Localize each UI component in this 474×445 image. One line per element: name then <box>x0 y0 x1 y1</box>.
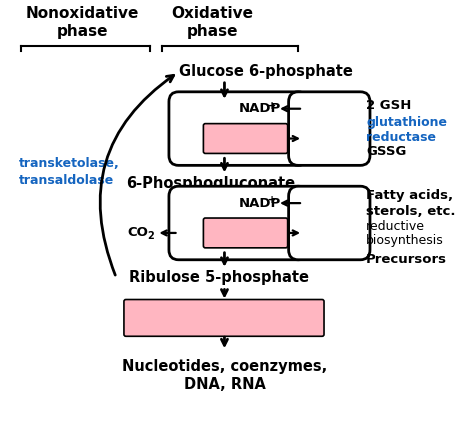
Text: reductase: reductase <box>366 131 436 144</box>
Text: GSSG: GSSG <box>366 145 407 158</box>
Text: DNA, RNA: DNA, RNA <box>183 377 265 392</box>
Text: Nucleotides, coenzymes,: Nucleotides, coenzymes, <box>122 359 327 374</box>
Text: Nonoxidative
phase: Nonoxidative phase <box>26 6 139 39</box>
Text: transketolase,: transketolase, <box>18 157 119 170</box>
Text: Oxidative
phase: Oxidative phase <box>171 6 253 39</box>
Text: 2 GSH: 2 GSH <box>366 99 411 112</box>
FancyBboxPatch shape <box>169 92 308 166</box>
FancyBboxPatch shape <box>124 299 324 336</box>
FancyBboxPatch shape <box>203 218 288 248</box>
Text: 6-Phosphogluconate: 6-Phosphogluconate <box>126 176 295 191</box>
FancyBboxPatch shape <box>203 124 288 154</box>
Text: transaldolase: transaldolase <box>18 174 114 187</box>
Text: Precursors: Precursors <box>366 253 447 266</box>
Text: NADP: NADP <box>239 197 281 210</box>
Text: glutathione: glutathione <box>366 116 447 129</box>
Text: 2: 2 <box>147 231 154 241</box>
FancyBboxPatch shape <box>169 186 308 260</box>
Text: +: + <box>268 101 277 111</box>
Text: NADP: NADP <box>239 102 281 115</box>
Text: CO: CO <box>128 227 149 239</box>
Text: biosynthesis: biosynthesis <box>366 235 444 247</box>
Text: reductive: reductive <box>366 220 425 234</box>
Text: NADPH: NADPH <box>218 226 273 240</box>
Text: Ribose 5-phosphate: Ribose 5-phosphate <box>139 310 310 325</box>
Text: +: + <box>268 195 277 205</box>
Text: NADPH: NADPH <box>218 132 273 146</box>
FancyBboxPatch shape <box>289 92 370 166</box>
Text: sterols, etc.: sterols, etc. <box>366 205 456 218</box>
Text: Fatty acids,: Fatty acids, <box>366 189 453 202</box>
Text: Ribulose 5-phosphate: Ribulose 5-phosphate <box>129 270 309 285</box>
Text: Glucose 6-phosphate: Glucose 6-phosphate <box>179 65 352 80</box>
FancyBboxPatch shape <box>289 186 370 260</box>
